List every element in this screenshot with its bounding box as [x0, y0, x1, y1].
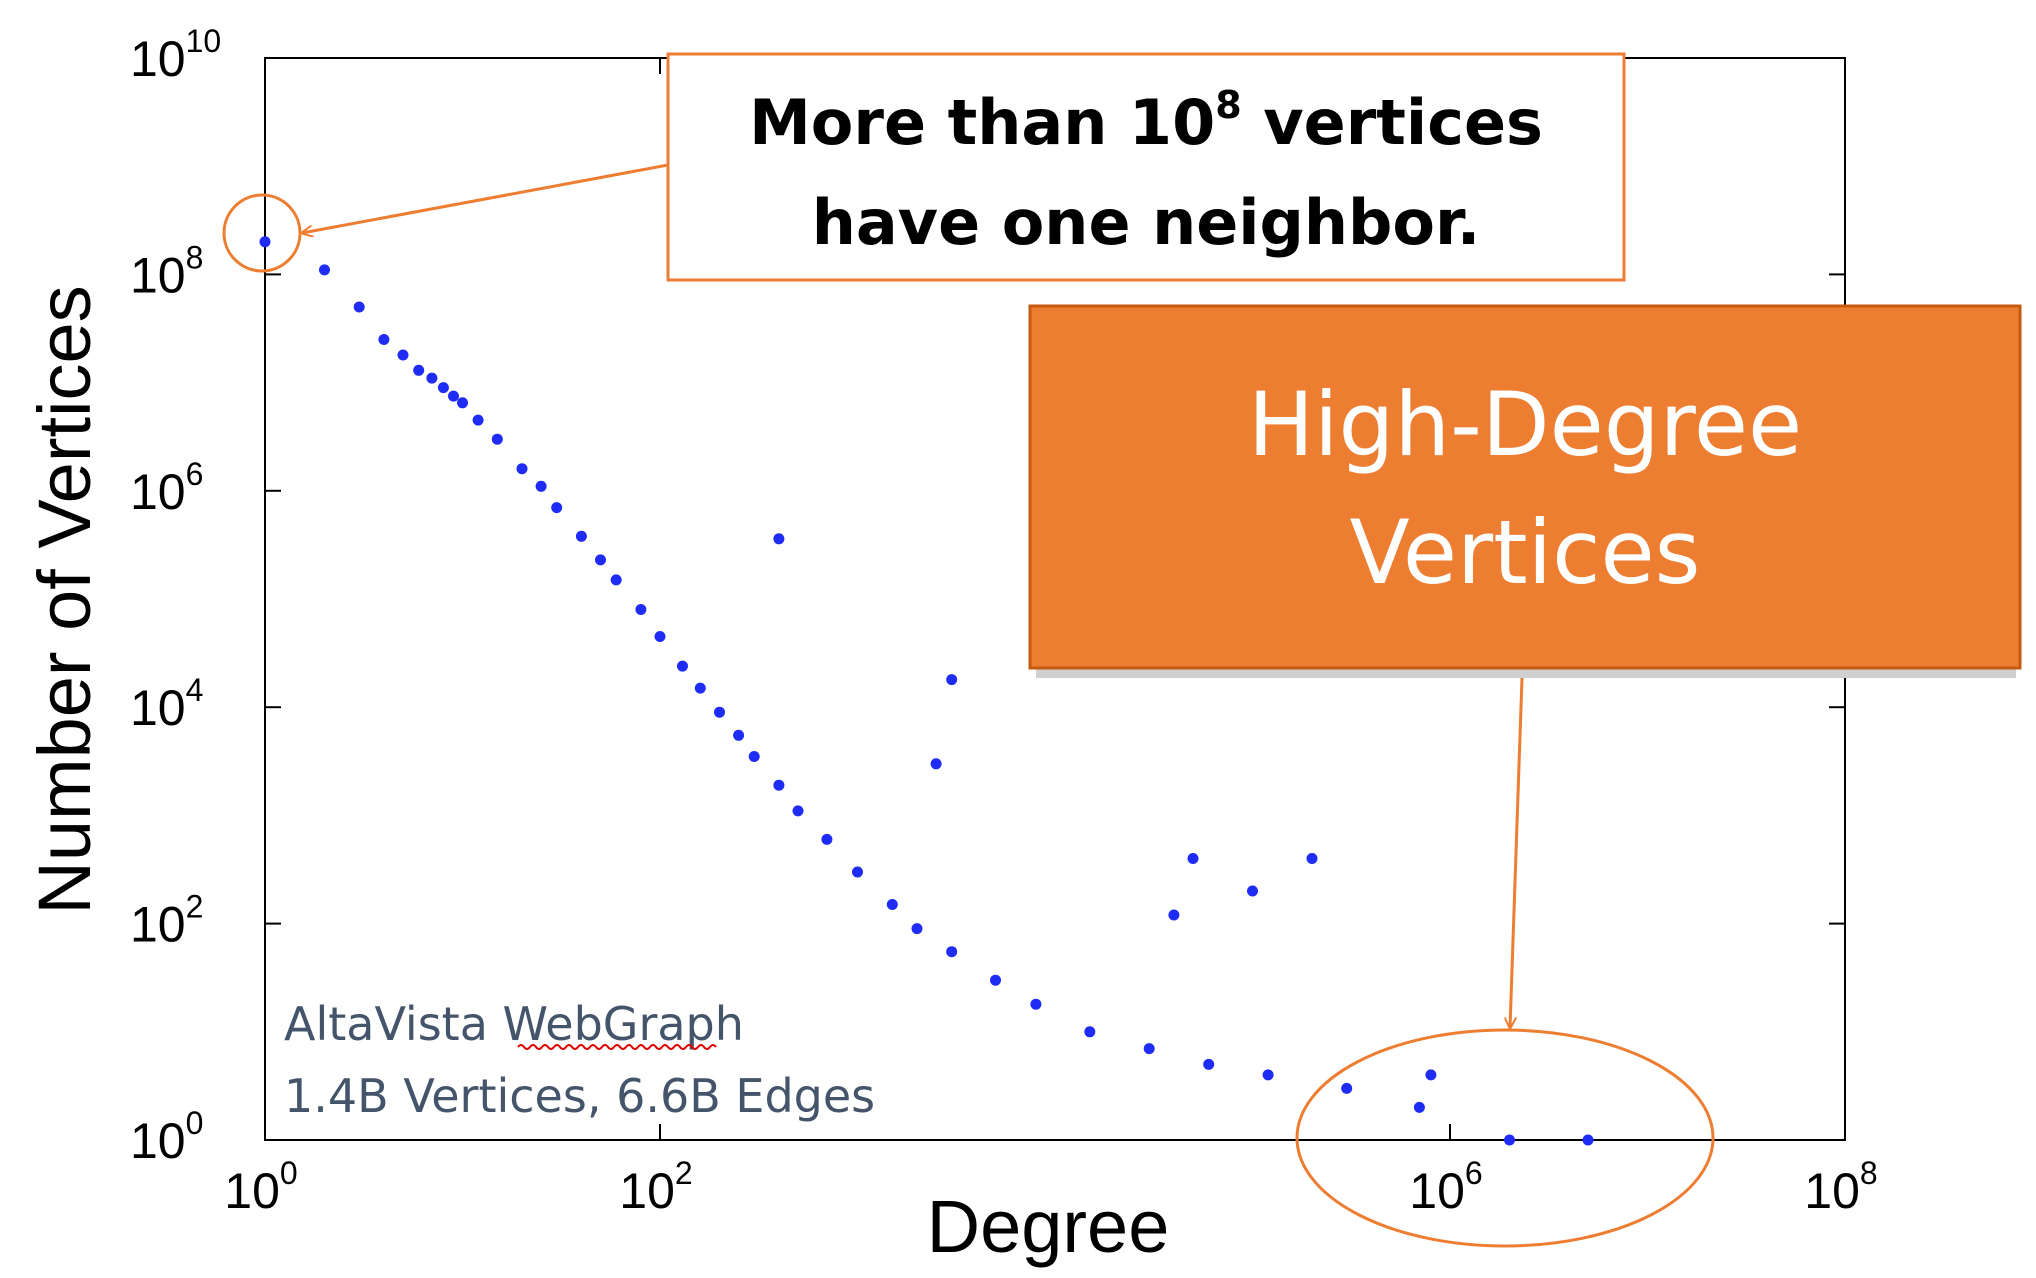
data-point: [792, 805, 804, 817]
data-point: [472, 414, 484, 426]
data-point: [353, 301, 365, 313]
callout-line-1: More than 108 vertices: [749, 83, 1543, 159]
data-point: [1341, 1082, 1353, 1094]
data-point: [575, 530, 587, 542]
data-point: [886, 899, 898, 910]
data-point: [990, 974, 1001, 986]
callout-line-2: have one neighbor.: [812, 186, 1481, 259]
data-point: [413, 364, 425, 376]
data-point: [551, 502, 563, 514]
x-tick-label: 102: [619, 1155, 692, 1219]
high-degree-region-ellipse: [1295, 1028, 1715, 1248]
data-point: [1168, 909, 1180, 921]
y-tick-label: 106: [130, 456, 203, 520]
callout-line-1-prefix: More than 10: [749, 86, 1215, 159]
x-axis-title: Degree: [927, 1185, 1170, 1268]
dataset-note-line-1: AltaVista WebGraph: [284, 997, 744, 1051]
high-degree-line-2: Vertices: [1349, 501, 1700, 604]
data-point: [1262, 1069, 1274, 1081]
data-point: [437, 382, 449, 394]
data-point: [773, 779, 785, 791]
first-point-highlight-circle: [222, 193, 302, 273]
callout-line-1-superscript: 8: [1215, 83, 1241, 127]
callout-arrow: [302, 163, 669, 233]
data-point: [610, 574, 622, 586]
data-point: [397, 349, 409, 361]
x-tick-label: 106: [1409, 1155, 1482, 1219]
data-point: [694, 682, 706, 694]
data-point: [930, 758, 942, 770]
data-point: [1504, 1134, 1515, 1146]
y-tick-label: 100: [130, 1105, 203, 1169]
data-point: [1203, 1058, 1215, 1070]
data-point: [1084, 1026, 1096, 1038]
data-point: [911, 923, 923, 935]
data-point: [946, 674, 958, 686]
data-point: [1425, 1069, 1437, 1081]
data-point: [535, 480, 547, 492]
callout-box: [666, 52, 1626, 282]
axis-ticks: 100 102 106 108 100 102 104 106 108 1010: [130, 23, 1878, 1219]
data-point: [319, 264, 330, 276]
data-point: [259, 236, 271, 248]
data-point: [677, 660, 688, 672]
y-tick-label: 1010: [130, 23, 221, 87]
data-point: [1247, 885, 1258, 897]
data-point: [773, 533, 785, 545]
data-point: [733, 729, 745, 741]
y-tick-label: 104: [130, 672, 203, 736]
data-point: [448, 390, 459, 402]
y-axis-title: Number of Vertices: [23, 285, 106, 914]
data-point: [1030, 998, 1042, 1010]
data-point: [821, 833, 833, 845]
data-point: [1187, 853, 1199, 864]
y-tick-label: 108: [130, 239, 203, 303]
data-point: [1413, 1101, 1425, 1113]
data-point: [516, 463, 528, 475]
data-point: [852, 866, 863, 878]
high-degree-line-1: High-Degree: [1248, 373, 1802, 476]
data-point: [595, 554, 606, 566]
data-point: [491, 433, 503, 445]
data-point: [1306, 853, 1318, 864]
data-point: [457, 397, 468, 409]
data-point: [1582, 1134, 1594, 1146]
scatter-points: [259, 236, 1594, 1146]
x-tick-label: 100: [224, 1155, 297, 1219]
high-degree-callout: High-Degree Vertices: [1028, 304, 2022, 1248]
data-point: [378, 334, 390, 345]
one-neighbor-callout: More than 108 vertices have one neighbor…: [222, 52, 1626, 282]
x-tick-label: 108: [1804, 1155, 1877, 1219]
spellcheck-underline: [517, 1044, 717, 1050]
data-point: [1143, 1043, 1155, 1055]
data-point: [748, 751, 760, 762]
high-degree-box: [1028, 304, 2022, 670]
dataset-note-line-2: 1.4B Vertices, 6.6B Edges: [284, 1069, 875, 1123]
high-degree-arrow: [1510, 677, 1524, 1028]
data-point: [654, 631, 666, 642]
callout-line-1-suffix: vertices: [1242, 86, 1543, 159]
data-point: [946, 946, 958, 958]
data-point: [635, 604, 647, 615]
data-point: [426, 372, 438, 384]
y-tick-label: 102: [130, 889, 203, 953]
data-point: [714, 706, 725, 718]
